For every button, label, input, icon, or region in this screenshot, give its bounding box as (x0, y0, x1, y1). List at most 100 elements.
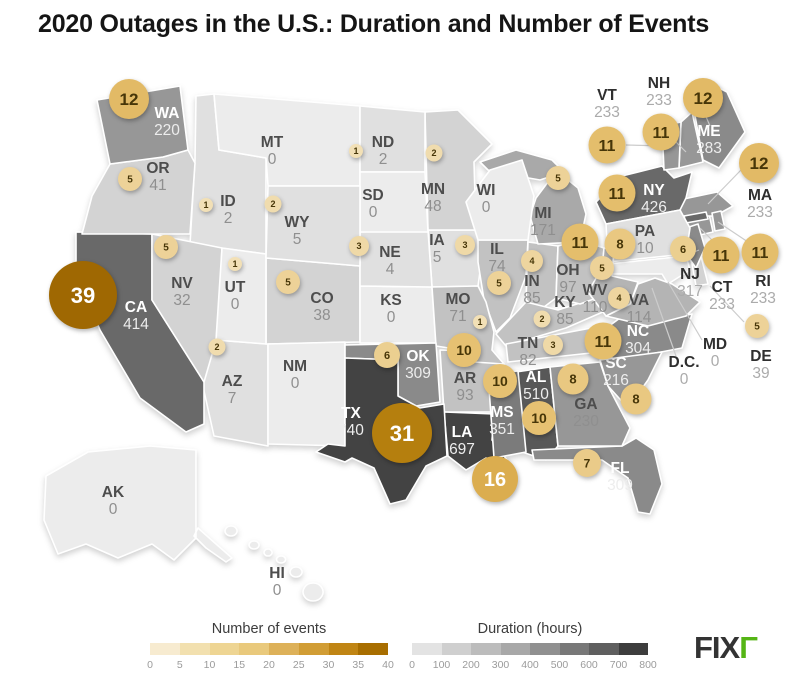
state-label-IA: IA (429, 232, 445, 249)
state-duration-HI: 0 (273, 582, 282, 599)
state-label-WI: WI (477, 182, 496, 199)
state-duration-IL: 74 (488, 258, 506, 275)
event-circle-TX: 31 (372, 403, 432, 463)
event-count-IN: 4 (529, 256, 534, 266)
fixr-logo-text: FIX (694, 630, 740, 665)
event-count-WV: 5 (599, 264, 605, 275)
event-circle-ID: 1 (199, 198, 213, 212)
event-count-CT: 11 (713, 248, 730, 265)
legend-tick: 100 (432, 659, 451, 671)
state-duration-SC: 216 (603, 372, 629, 389)
event-circle-shape-MA (739, 143, 779, 183)
event-count-AR: 10 (456, 342, 472, 358)
legend-tick: 700 (609, 659, 628, 671)
legend-swatch (239, 643, 269, 655)
state-label-NJ: NJ (680, 266, 700, 283)
state-label-AK: AK (102, 484, 125, 501)
state-shape-OR (81, 149, 196, 235)
event-count-GA: 8 (569, 372, 576, 387)
event-count-NY: 11 (609, 186, 626, 203)
state-duration-ND: 2 (379, 151, 388, 168)
legend-swatch (412, 643, 442, 655)
event-count-TX: 31 (390, 421, 414, 446)
legend-swatch (500, 643, 530, 655)
event-circle-RI: 11 (741, 233, 779, 271)
state-shape-HI (224, 525, 324, 602)
state-duration-GA: 230 (573, 413, 599, 430)
event-circle-shape-AR (447, 333, 481, 367)
event-count-CO: 5 (285, 278, 291, 289)
connector-line-MA (707, 169, 742, 205)
state-label-CA: CA (125, 299, 147, 316)
legend-duration-bar (412, 643, 648, 655)
event-circle-shape-IN (521, 250, 543, 272)
state-duration-NV: 32 (173, 292, 190, 309)
event-circle-shape-NC (584, 322, 622, 360)
state-label-MT: MT (261, 134, 284, 151)
fixr-logo: FIXΓ (694, 630, 758, 666)
legend-swatch (179, 643, 210, 655)
event-circle-shape-RI (741, 233, 779, 271)
legend-swatch (328, 643, 359, 655)
event-circle-shape-TX (372, 403, 432, 463)
state-duration-WV: 110 (583, 299, 608, 316)
state-duration-NC: 304 (625, 340, 651, 357)
state-duration-D.C.: 0 (680, 371, 689, 388)
legend-tick: 25 (292, 659, 305, 671)
legend-swatch (471, 643, 501, 655)
event-circle-NH: 11 (642, 113, 680, 151)
state-duration-SD: 0 (369, 204, 378, 221)
state-label-UT: UT (225, 279, 246, 296)
event-count-NE: 3 (356, 241, 361, 251)
state-label-PA: PA (635, 223, 655, 240)
event-circle-shape-CT (702, 236, 740, 274)
event-circle-shape-VA (608, 287, 630, 309)
legend-swatch (559, 643, 589, 655)
state-label-VA: VA (629, 292, 649, 309)
event-circle-IA: 3 (455, 235, 475, 255)
event-circle-shape-CO (276, 270, 300, 294)
state-label-OR: OR (146, 160, 169, 177)
legend-tick: 5 (176, 659, 183, 671)
state-label-NV: NV (171, 275, 193, 292)
event-circle-shape-TN (543, 335, 563, 355)
event-count-FL: 7 (584, 456, 591, 470)
state-duration-MN: 48 (424, 198, 441, 215)
state-duration-WY: 5 (293, 231, 302, 248)
legend-tick: 10 (203, 659, 216, 671)
legend-swatch (589, 643, 619, 655)
event-circle-shape-NJ (670, 236, 696, 262)
state-duration-NH: 233 (646, 92, 672, 109)
event-count-ME: 12 (694, 89, 713, 108)
event-circle-shape-OH (561, 223, 599, 261)
event-circle-shape-MN (425, 144, 443, 162)
state-duration-OR: 41 (149, 177, 166, 194)
state-duration-UT: 0 (231, 296, 240, 313)
connector-line-RI (717, 221, 749, 243)
state-duration-WI: 0 (482, 199, 491, 216)
event-circle-DE: 5 (745, 314, 769, 338)
state-shape-WY (265, 185, 361, 267)
event-circle-shape-WV (590, 256, 614, 280)
legend-tick: 800 (639, 659, 657, 671)
event-circle-GA: 8 (557, 363, 589, 395)
state-label-TX: TX (341, 405, 361, 422)
state-label-MS: MS (490, 404, 513, 421)
event-count-WY: 2 (270, 199, 275, 209)
event-circle-shape-OR (118, 167, 142, 191)
event-circle-OK: 6 (374, 342, 400, 368)
legend-events-title: Number of events (211, 621, 327, 637)
event-circle-UT: 1 (228, 257, 242, 271)
event-count-CA: 39 (71, 283, 95, 308)
state-duration-KY: 85 (556, 311, 573, 328)
state-label-KY: KY (554, 294, 576, 311)
state-label-RI: RI (755, 273, 771, 290)
event-count-OH: 11 (572, 235, 589, 252)
state-label-VT: VT (597, 87, 617, 104)
event-circle-VT: 11 (588, 126, 626, 164)
event-circle-shape-AL (522, 401, 556, 435)
legend-swatch (530, 643, 560, 655)
event-count-WA: 12 (120, 90, 139, 109)
state-label-NH: NH (648, 75, 670, 92)
